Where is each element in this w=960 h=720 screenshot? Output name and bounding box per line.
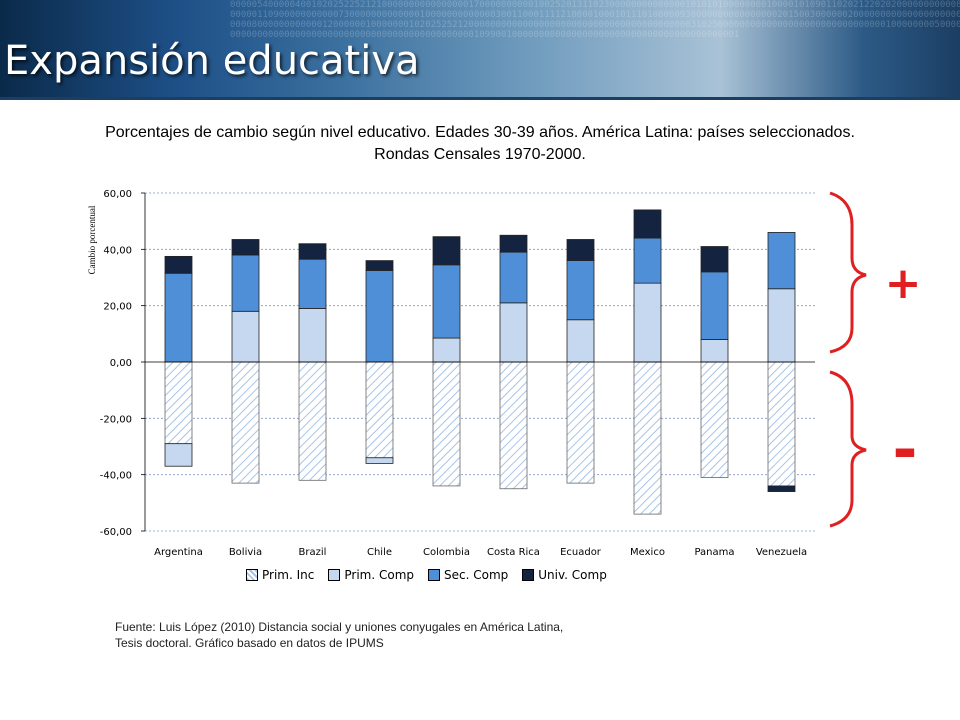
bar-prim-inc-brazil: [298, 361, 327, 481]
x-tick-label: Mexico: [630, 547, 665, 558]
legend-item-univ-comp: Univ. Comp: [522, 568, 607, 582]
bar-univ-comp-brazil: [298, 243, 327, 260]
bar-prim-comp-argentina: [164, 443, 193, 467]
y-tick-label: -20,00: [100, 414, 132, 425]
header-divider: [0, 97, 960, 100]
braces: + -: [829, 191, 922, 528]
bar-sec-comp-panama: [700, 271, 729, 340]
x-tick-label: Costa Rica: [487, 547, 540, 558]
source-line-1: Fuente: Luis López (2010) Distancia soci…: [115, 620, 564, 634]
x-tick-label: Chile: [367, 547, 392, 558]
plus-sign: +: [885, 258, 922, 309]
bar-prim-comp-brazil: [298, 308, 327, 363]
legend-swatch-sec-comp: [428, 569, 440, 581]
axes: 60,00 40,00 20,00 0,00 -20,00 -40,00 -60,00 Arg…: [100, 189, 815, 558]
legend-label-sec-comp: Sec. Comp: [444, 568, 509, 582]
legend-swatch-univ-comp: [522, 569, 535, 581]
bar-univ-comp-mexico: [633, 209, 662, 239]
bar-prim-inc-panama: [700, 361, 729, 478]
legend-item-prim-inc: Prim. Inc: [246, 568, 314, 582]
bar-prim-comp-ecuador: [566, 319, 595, 363]
x-tick-label: Panama: [694, 547, 734, 558]
slide-title: Expansión educativa: [4, 38, 420, 84]
legend-swatch-prim-inc: [246, 569, 258, 581]
bar-prim-comp-mexico: [633, 282, 662, 363]
bar-prim-comp-venezuela: [767, 288, 796, 363]
bar-univ-comp-costa-rica: [499, 234, 528, 253]
bar-sec-comp-mexico: [633, 237, 662, 284]
source-line-2: Tesis doctoral. Gráfico basado en datos …: [115, 636, 384, 650]
legend-item-sec-comp: Sec. Comp: [428, 568, 508, 582]
y-tick-label: 20,00: [103, 302, 132, 313]
y-tick-label: 0,00: [110, 358, 132, 369]
bar-sec-comp-chile: [365, 270, 394, 363]
x-tick-label: Argentina: [154, 547, 203, 558]
bar-univ-comp-panama: [700, 246, 729, 273]
chart-subtitle: Porcentajes de cambio según nivel educat…: [105, 124, 855, 163]
bar-univ-comp-bolivia: [231, 239, 260, 256]
bar-prim-inc-venezuela: [767, 361, 796, 487]
bar-univ-comp-ecuador: [566, 239, 595, 262]
legend-label-prim-inc: Prim. Inc: [262, 568, 315, 582]
bar-prim-inc-colombia: [432, 361, 461, 487]
bar-sec-comp-colombia: [432, 264, 461, 339]
bar-univ-comp-venezuela: [767, 485, 796, 492]
bar-prim-inc-chile: [365, 361, 394, 459]
x-tick-label: Ecuador: [560, 547, 602, 558]
bar-prim-comp-costa-rica: [499, 302, 528, 363]
legend-swatch-prim-comp: [328, 569, 341, 581]
header-banner: 0000054000004001020252252121000000000000…: [0, 0, 960, 100]
legend-label-prim-comp: Prim. Comp: [344, 568, 414, 582]
y-tick-label: 40,00: [103, 245, 132, 256]
bar-prim-inc-costa-rica: [499, 361, 528, 490]
y-tick-label: -60,00: [100, 527, 132, 538]
bar-univ-comp-chile: [365, 260, 394, 271]
bar-univ-comp-colombia: [432, 236, 461, 266]
source-note: Fuente: Luis López (2010) Distancia soci…: [115, 619, 563, 651]
bar-sec-comp-ecuador: [566, 260, 595, 321]
y-axis-label: Cambio porcentual: [87, 205, 97, 274]
plus-brace: [829, 191, 867, 354]
legend: Prim. Inc Prim. Comp Sec. Comp Univ. Com…: [246, 568, 607, 582]
x-tick-label: Bolivia: [229, 547, 262, 558]
bar-prim-inc-ecuador: [566, 361, 595, 484]
bars: [164, 209, 796, 515]
y-tick-label: -40,00: [100, 471, 132, 482]
x-tick-label: Venezuela: [756, 547, 807, 558]
bar-sec-comp-bolivia: [231, 254, 260, 312]
x-tick-label: Colombia: [423, 547, 470, 558]
bar-prim-comp-chile: [365, 457, 394, 464]
bar-sec-comp-brazil: [298, 258, 327, 309]
header-background-digits: 0000054000004001020252252121000000000000…: [230, 0, 960, 40]
bar-prim-inc-argentina: [164, 361, 193, 445]
bar-univ-comp-argentina: [164, 255, 193, 274]
bar-prim-inc-bolivia: [231, 361, 260, 484]
bar-prim-comp-bolivia: [231, 310, 260, 363]
bar-sec-comp-argentina: [164, 272, 193, 363]
x-tick-label: Brazil: [299, 547, 327, 558]
bar-prim-comp-colombia: [432, 337, 461, 363]
bar-prim-inc-mexico: [633, 361, 662, 515]
minus-sign: -: [893, 415, 918, 485]
bar-sec-comp-venezuela: [767, 232, 796, 290]
minus-brace: [829, 370, 867, 528]
legend-item-prim-comp: Prim. Comp: [328, 568, 414, 582]
legend-label-univ-comp: Univ. Comp: [538, 568, 607, 582]
y-tick-label: 60,00: [103, 189, 132, 200]
bar-sec-comp-costa-rica: [499, 251, 528, 304]
bar-prim-comp-panama: [700, 339, 729, 363]
